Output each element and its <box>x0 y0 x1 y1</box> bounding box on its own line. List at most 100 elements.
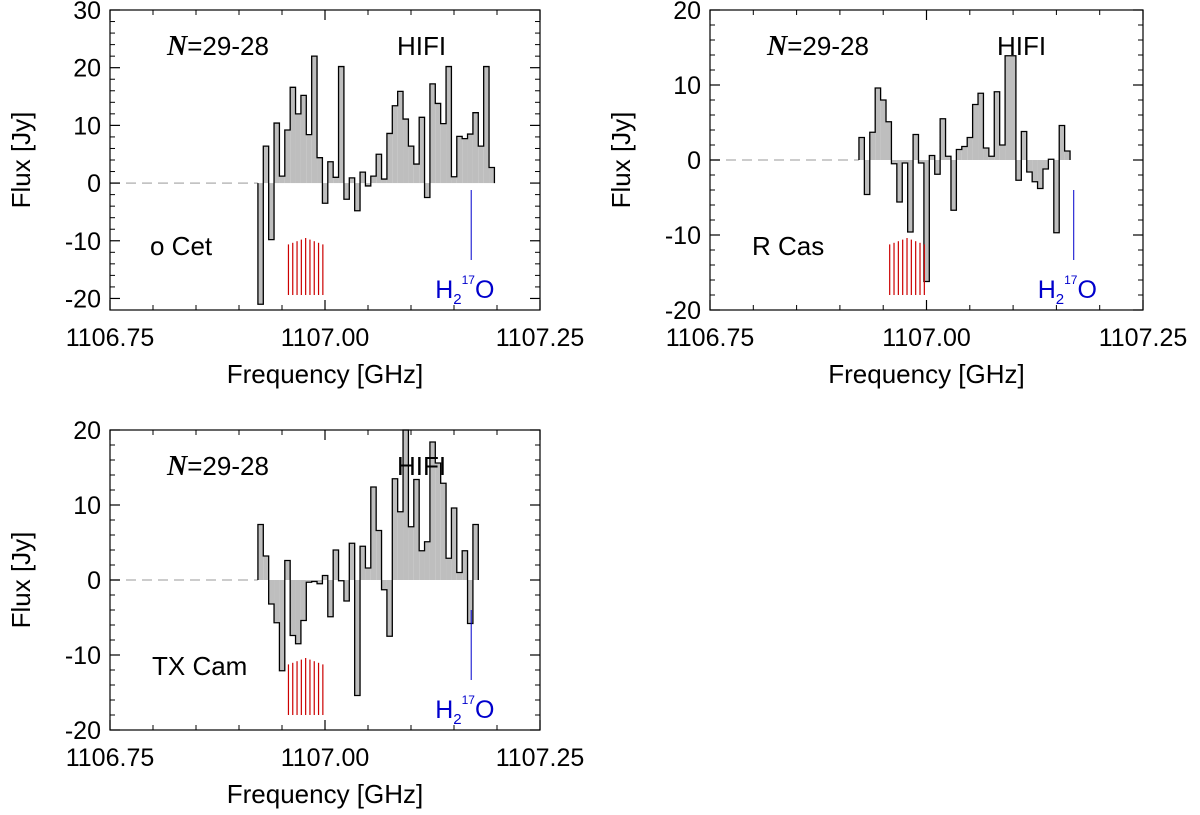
x-axis-title: Frequency [GHz] <box>227 359 424 389</box>
x-tick-label: 1107.00 <box>281 744 370 772</box>
histogram-bar <box>370 176 377 184</box>
molecule-label: H217O <box>435 273 494 308</box>
histogram-bar <box>311 56 318 184</box>
molecule-label-sup: 17 <box>462 273 476 287</box>
histogram-bar <box>456 572 463 580</box>
histogram-bar <box>424 541 430 580</box>
molecule-label-sub: 2 <box>1056 291 1064 308</box>
histogram-bar <box>290 87 296 184</box>
histogram-bar <box>1005 55 1011 160</box>
histogram-bar <box>880 100 887 160</box>
histogram-bar <box>317 157 323 184</box>
histogram-bar <box>1021 131 1027 160</box>
histogram-bar <box>397 91 404 184</box>
molecule-label-sub: 2 <box>453 291 461 308</box>
star-label: R Cas <box>752 231 824 261</box>
x-tick-label: 1107.00 <box>882 324 971 352</box>
y-tick-label: -10 <box>665 222 701 250</box>
histogram-bar <box>1032 160 1038 182</box>
histogram-bar <box>902 160 908 163</box>
histogram-bar <box>940 118 946 160</box>
molecule-label-tail: O <box>1077 276 1096 304</box>
histogram-bar <box>306 134 312 184</box>
histogram-bar <box>279 176 285 184</box>
y-tick-label: 0 <box>687 147 701 175</box>
spectrum-outline <box>257 55 496 305</box>
histogram-bar <box>978 93 984 160</box>
histogram-bar <box>451 508 457 580</box>
histogram-bar <box>967 137 973 160</box>
histogram-bar <box>483 66 490 184</box>
x-tick-label: 1107.25 <box>496 744 585 772</box>
y-tick-label: -20 <box>65 285 101 313</box>
transition-label: N=29-28 <box>166 31 269 62</box>
histogram-bar <box>295 580 301 644</box>
histogram-bar <box>274 580 280 623</box>
y-axis-title: Flux [Jy] <box>6 532 36 629</box>
histogram-bar <box>343 183 350 200</box>
x-axis-title: Frequency [GHz] <box>828 359 1025 389</box>
histogram-bar <box>333 177 339 184</box>
histogram-bar <box>268 580 275 604</box>
histogram-bar <box>311 580 318 582</box>
transition-value: =29-28 <box>187 31 269 61</box>
molecule-label-sub: 2 <box>453 711 461 728</box>
histogram-bar <box>397 511 404 580</box>
histogram-bar <box>419 117 425 184</box>
histogram-bar <box>945 156 951 160</box>
histogram-bar <box>1042 160 1049 169</box>
histogram-bar <box>875 88 881 160</box>
transition-symbol: N <box>166 451 189 482</box>
histogram-bar <box>956 149 962 160</box>
molecule-label: H217O <box>435 693 494 728</box>
histogram-bar <box>999 145 1006 160</box>
histogram-bar <box>257 183 264 305</box>
histogram-bar <box>365 568 371 580</box>
histogram-bar <box>1010 55 1016 160</box>
molecule-label-sup: 17 <box>1064 273 1078 287</box>
y-tick-label: -20 <box>665 297 701 325</box>
spectrum-outline <box>257 429 479 697</box>
histogram-bar <box>864 160 870 195</box>
histogram-bar <box>950 160 957 211</box>
histogram-bar <box>1015 160 1022 181</box>
y-tick-label: 30 <box>73 0 101 25</box>
histogram-bar <box>300 580 307 621</box>
histogram-bar <box>386 133 393 184</box>
histogram-bar <box>446 66 452 184</box>
histogram-bar <box>279 580 285 671</box>
transition-symbol: N <box>766 31 789 62</box>
histogram-bar <box>284 130 291 184</box>
y-tick-label: 0 <box>87 170 101 198</box>
x-tick-label: 1106.75 <box>66 744 155 772</box>
y-tick-label: -10 <box>65 228 101 256</box>
y-tick-label: 20 <box>73 417 101 445</box>
histogram-bar <box>478 146 484 184</box>
histogram-bar <box>891 160 897 164</box>
histogram-bar <box>1053 160 1060 233</box>
histogram-bar <box>435 103 441 184</box>
histogram-bar <box>376 530 382 580</box>
molecule-label-sup: 17 <box>462 693 476 707</box>
histogram-bar <box>354 183 361 211</box>
histogram-bar <box>1059 125 1065 160</box>
histogram-bar <box>386 580 393 637</box>
histogram-bar <box>392 478 398 580</box>
histogram-bar <box>858 137 865 160</box>
histogram-bar <box>360 172 366 184</box>
histogram-bar <box>408 526 414 580</box>
histogram-bar <box>408 146 414 184</box>
y-axis-title: Flux [Jy] <box>606 112 636 209</box>
y-tick-label: 20 <box>673 0 701 25</box>
histogram-bar <box>322 575 328 580</box>
instrument-label: HIFI <box>397 31 446 61</box>
histogram-bar <box>354 580 361 696</box>
molecule-label-tail: O <box>475 696 494 724</box>
histogram-bar <box>343 580 350 601</box>
histogram-bar <box>988 156 995 160</box>
histogram-bar <box>290 580 296 636</box>
histogram-bar <box>306 580 312 583</box>
histogram-bar <box>435 463 441 580</box>
